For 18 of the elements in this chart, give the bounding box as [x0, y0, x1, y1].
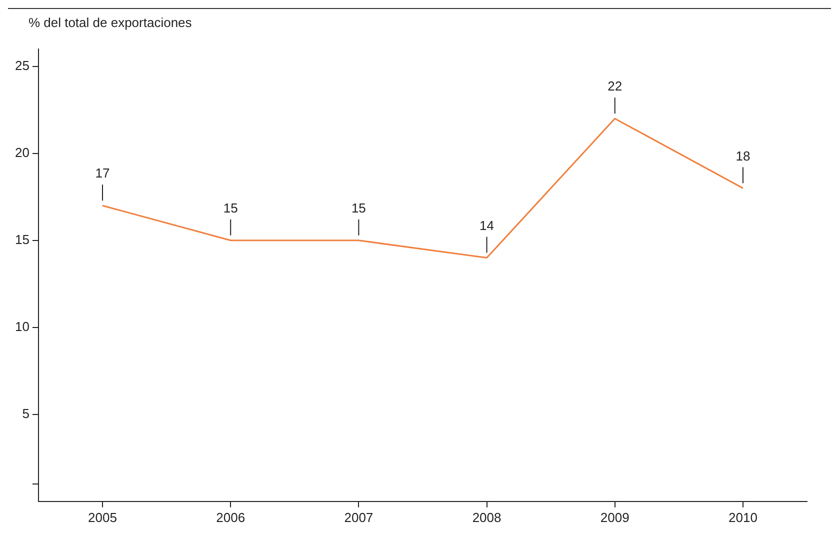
y-tick-label: 5 [22, 406, 30, 421]
x-tick-label: 2005 [88, 510, 117, 525]
y-tick-label: 15 [14, 232, 30, 247]
y-tick-label: 10 [14, 318, 30, 334]
y-axis-title: % del total de exportaciones [28, 15, 192, 30]
data-label: 17 [95, 166, 110, 181]
data-label: 15 [223, 200, 238, 216]
x-tick-label: 2007 [344, 510, 374, 525]
x-tick-label: 2006 [216, 510, 246, 525]
x-tick-label: 2008 [472, 510, 502, 525]
x-tick-label: 2010 [728, 510, 758, 525]
x-tick-label: 2009 [600, 510, 630, 525]
data-label: 15 [351, 200, 366, 216]
y-tick-label: 20 [14, 144, 30, 160]
y-tick-label: 25 [14, 58, 30, 73]
data-label: 18 [736, 148, 750, 164]
data-label: 22 [608, 78, 622, 94]
data-label: 14 [480, 218, 494, 233]
